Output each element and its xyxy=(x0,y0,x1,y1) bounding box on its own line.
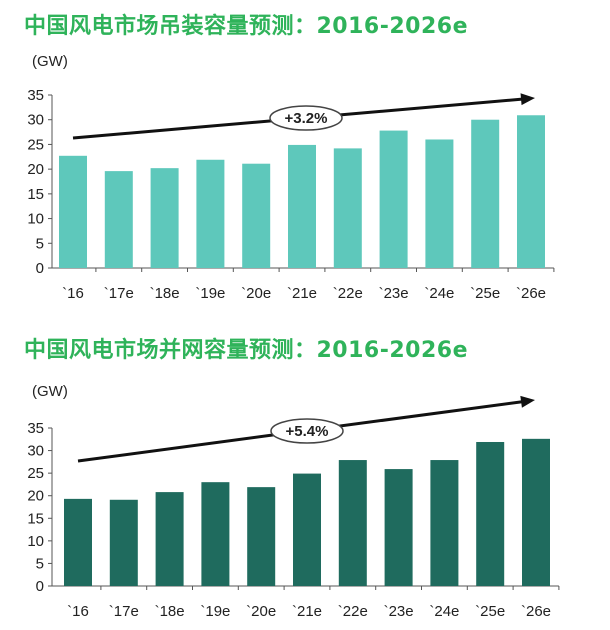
x-category-label: `19e xyxy=(200,603,230,620)
x-category-label: `20e xyxy=(241,285,271,302)
bar-26e xyxy=(522,438,550,586)
bar-20e xyxy=(247,487,276,586)
x-category-label: `22e xyxy=(338,603,368,620)
y-axis-unit-label: (GW) xyxy=(32,383,68,400)
cagr-label: +3.2% xyxy=(285,110,328,127)
bar-16 xyxy=(64,498,92,586)
trend-arrow-head xyxy=(520,395,535,408)
y-tick-label: 35 xyxy=(27,420,44,437)
y-tick-label: 10 xyxy=(27,211,44,228)
x-category-label: `23e xyxy=(379,285,409,302)
cagr-badge xyxy=(269,105,343,131)
y-tick-label: 30 xyxy=(27,112,44,129)
bar-25e xyxy=(476,441,505,586)
x-category-label: `16 xyxy=(67,603,89,620)
x-category-label: `24e xyxy=(429,603,459,620)
y-tick-label: 5 xyxy=(36,555,44,572)
x-category-label: `17e xyxy=(109,603,139,620)
bar-18e xyxy=(150,168,179,268)
x-category-label: `24e xyxy=(424,285,454,302)
bar-25e xyxy=(471,119,500,268)
x-category-label: `21e xyxy=(292,603,322,620)
x-category-label: `22e xyxy=(333,285,363,302)
bar-26e xyxy=(517,115,545,268)
x-category-label: `25e xyxy=(475,603,505,620)
x-category-label: `26e xyxy=(521,603,551,620)
bar-18e xyxy=(155,492,184,586)
x-category-label: `18e xyxy=(150,285,180,302)
bar-22e xyxy=(338,460,367,586)
y-tick-label: 20 xyxy=(27,488,44,505)
bar-17e xyxy=(109,499,138,586)
x-category-label: `17e xyxy=(104,285,134,302)
bar-24e xyxy=(430,460,459,586)
x-category-label: `23e xyxy=(384,603,414,620)
y-tick-label: 10 xyxy=(27,533,44,550)
bar-22e xyxy=(333,148,362,268)
y-tick-label: 15 xyxy=(27,186,44,203)
bar-24e xyxy=(425,139,454,268)
y-axis-unit-label: (GW) xyxy=(32,53,68,70)
y-tick-label: 25 xyxy=(27,136,44,153)
y-tick-label: 0 xyxy=(36,260,44,277)
bar-19e xyxy=(201,482,230,586)
bar-16 xyxy=(59,155,87,268)
trend-arrow-head xyxy=(520,93,535,106)
bar-19e xyxy=(196,159,225,268)
bar-20e xyxy=(242,163,271,268)
chart-title-installed: 中国风电市场吊装容量预测：2016-2026e xyxy=(24,14,469,39)
x-category-label: `25e xyxy=(470,285,500,302)
cagr-label: +5.4% xyxy=(286,423,329,440)
bar-23e xyxy=(379,130,408,268)
x-category-label: `26e xyxy=(516,285,546,302)
y-tick-label: 30 xyxy=(27,443,44,460)
y-tick-label: 35 xyxy=(27,87,44,104)
bar-21e xyxy=(293,473,321,586)
bar-17e xyxy=(104,171,133,268)
bar-21e xyxy=(288,144,316,268)
installed-capacity-chart: (GW) 0 5 10 15 20 25 30 35 `16 `17e `18e `19e `20e `21… xyxy=(27,53,555,302)
x-category-label: `21e xyxy=(287,285,317,302)
chart-title-grid-connected: 中国风电市场并网容量预测：2016-2026e xyxy=(24,338,469,363)
cagr-badge xyxy=(270,418,344,444)
y-tick-label: 20 xyxy=(27,161,44,178)
x-category-label: `19e xyxy=(195,285,225,302)
x-category-label: `20e xyxy=(246,603,276,620)
y-tick-label: 0 xyxy=(36,578,44,595)
x-category-label: `16 xyxy=(62,285,84,302)
y-tick-label: 25 xyxy=(27,465,44,482)
x-category-label: `18e xyxy=(155,603,185,620)
bar-23e xyxy=(384,469,413,586)
y-tick-label: 5 xyxy=(36,235,44,252)
y-tick-label: 15 xyxy=(27,510,44,527)
